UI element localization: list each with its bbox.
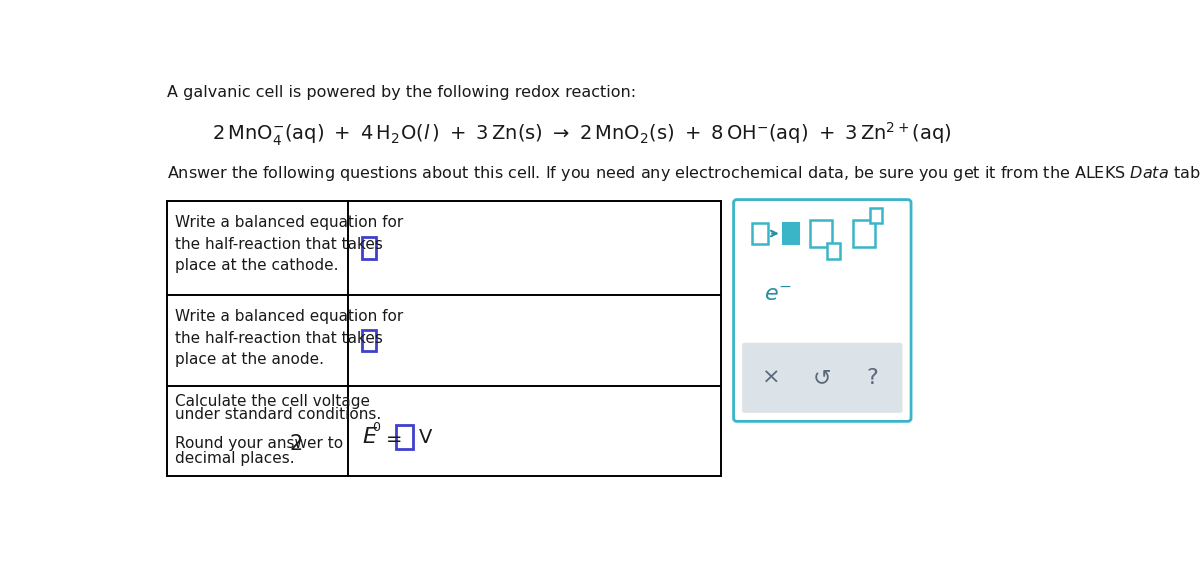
Bar — [784, 222, 799, 245]
Bar — [810, 220, 832, 247]
Text: Answer the following questions about this cell. If you need any electrochemical : Answer the following questions about thi… — [167, 164, 1200, 183]
Text: 2: 2 — [289, 434, 302, 454]
Text: under standard conditions.: under standard conditions. — [175, 408, 382, 422]
Text: $0$: $0$ — [372, 422, 382, 434]
Text: Round your answer to: Round your answer to — [175, 436, 348, 451]
Bar — [853, 220, 875, 247]
Text: ?: ? — [866, 368, 878, 388]
Text: $\mathit{E}$: $\mathit{E}$ — [361, 427, 378, 447]
Text: ↺: ↺ — [812, 368, 832, 388]
Bar — [361, 237, 376, 259]
Bar — [752, 222, 768, 245]
Text: $e^{-}$: $e^{-}$ — [764, 285, 792, 305]
Text: $2\,\mathrm{MnO_4^{-}(aq)\ +\ 4\,H_2O(\mathit{l}\,)\ +\ 3\,Zn(s)\ \rightarrow\ 2: $2\,\mathrm{MnO_4^{-}(aq)\ +\ 4\,H_2O(\m… — [212, 121, 952, 148]
FancyBboxPatch shape — [742, 343, 902, 413]
Text: Calculate the cell voltage: Calculate the cell voltage — [175, 393, 370, 409]
Bar — [167, 201, 721, 476]
Text: A galvanic cell is powered by the following redox reaction:: A galvanic cell is powered by the follow… — [167, 85, 636, 100]
Text: Write a balanced equation for
the half-reaction that takes
place at the cathode.: Write a balanced equation for the half-r… — [175, 215, 403, 273]
Bar — [396, 425, 413, 449]
FancyBboxPatch shape — [733, 200, 911, 421]
Text: $=$: $=$ — [382, 428, 402, 447]
Bar — [870, 208, 882, 224]
Text: decimal places.: decimal places. — [175, 451, 294, 466]
Bar — [827, 243, 840, 259]
Text: ×: × — [762, 368, 781, 388]
Text: V: V — [419, 428, 432, 447]
Bar — [361, 330, 376, 351]
Text: Write a balanced equation for
the half-reaction that takes
place at the anode.: Write a balanced equation for the half-r… — [175, 309, 403, 367]
